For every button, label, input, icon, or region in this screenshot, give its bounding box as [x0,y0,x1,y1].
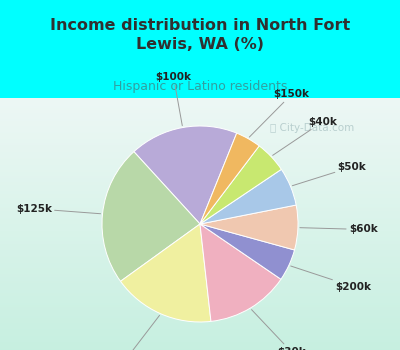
Text: $50k: $50k [292,162,366,186]
Wedge shape [134,126,237,224]
Wedge shape [200,169,296,224]
Text: ⓘ City-Data.com: ⓘ City-Data.com [270,123,354,133]
Wedge shape [200,133,259,224]
Text: $125k: $125k [16,204,100,214]
Text: $60k: $60k [300,224,378,234]
Wedge shape [200,224,281,321]
Wedge shape [200,224,294,279]
Text: $200k: $200k [291,266,371,292]
Text: $75k: $75k [111,315,160,350]
Wedge shape [200,146,281,224]
Text: Hispanic or Latino residents: Hispanic or Latino residents [113,80,287,93]
Text: $40k: $40k [273,117,337,155]
Text: $30k: $30k [252,310,306,350]
Wedge shape [200,205,298,250]
Wedge shape [120,224,211,322]
Text: $100k: $100k [156,72,192,126]
Wedge shape [102,152,200,281]
Text: Income distribution in North Fort
Lewis, WA (%): Income distribution in North Fort Lewis,… [50,18,350,52]
Text: $150k: $150k [249,90,310,137]
